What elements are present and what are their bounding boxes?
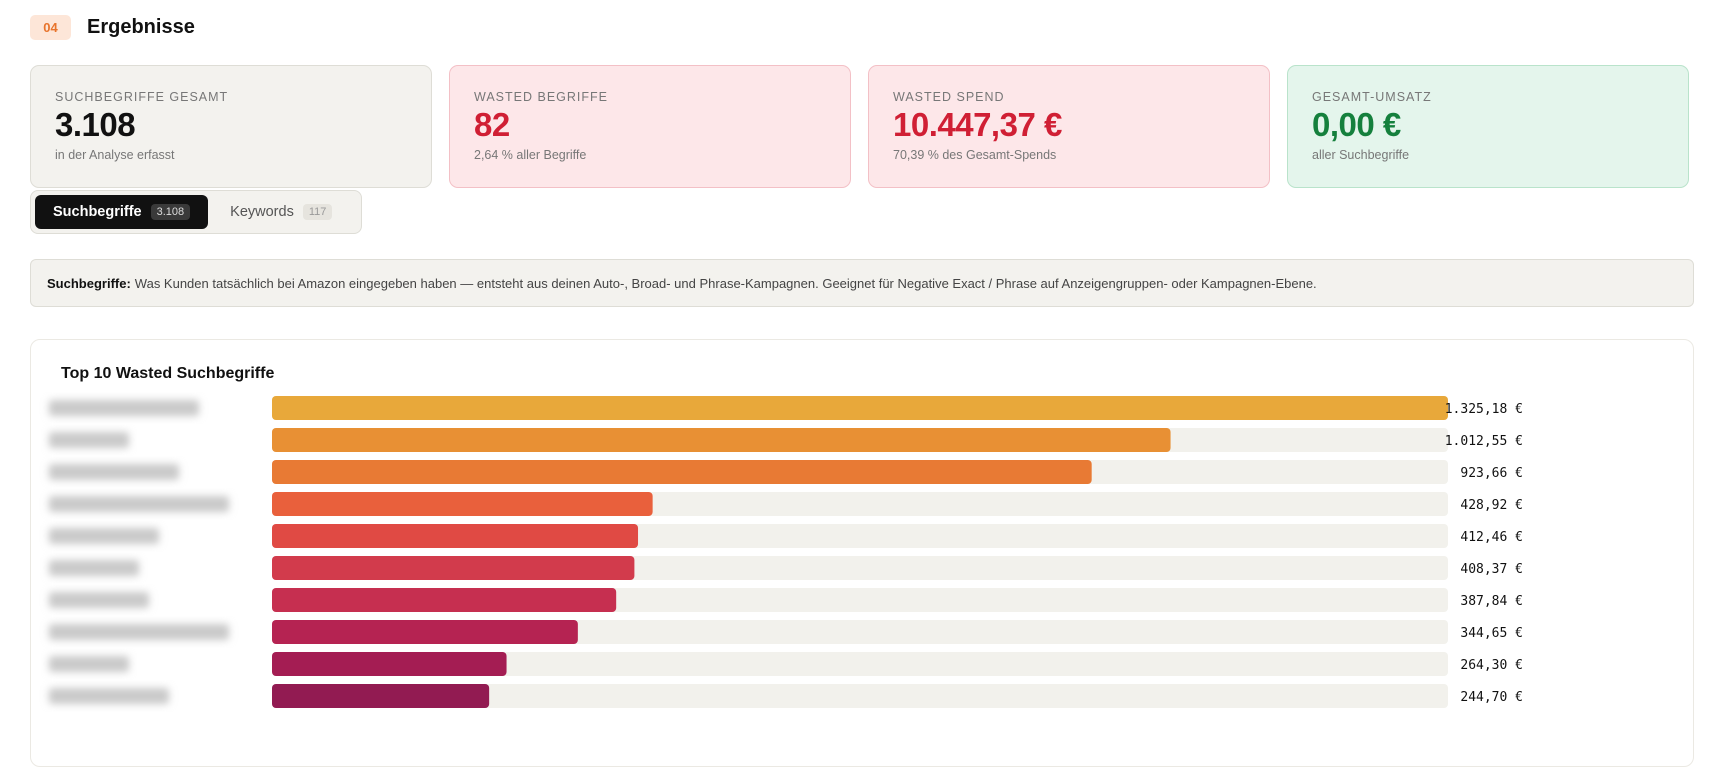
- tab-count-badge: 3.108: [150, 204, 191, 220]
- bar[interactable]: [272, 492, 653, 516]
- bar[interactable]: [272, 524, 639, 548]
- bar-category-label-blurred: [49, 496, 229, 512]
- info-text: Was Kunden tatsächlich bei Amazon eingeg…: [134, 275, 1317, 291]
- bar-category-label-blurred: [49, 464, 179, 480]
- chart-title: Top 10 Wasted Suchbegriffe: [61, 365, 275, 382]
- bar-value-label: 408,37 €: [1460, 562, 1523, 577]
- bar-category-label-blurred: [49, 432, 129, 448]
- stat-subtext: in der Analyse erfasst: [55, 148, 175, 162]
- tab-keywords[interactable]: Keywords 117: [212, 195, 350, 229]
- section-header: 04 Ergebnisse: [30, 15, 195, 40]
- stat-label: Gesamt-Umsatz: [1312, 90, 1432, 104]
- stat-label: Suchbegriffe gesamt: [55, 90, 229, 104]
- bar-chart: 1.325,18 € 1.012,55 € 923,66 € 428,92 € 412,…: [49, 396, 1523, 708]
- stat-value: 10.447,37 €: [893, 106, 1062, 143]
- stat-subtext: aller Suchbegriffe: [1312, 148, 1410, 162]
- bar[interactable]: [272, 428, 1171, 452]
- tab-suchbegriffe[interactable]: Suchbegriffe 3.108: [35, 195, 209, 229]
- bar-value-label: 244,70 €: [1460, 690, 1523, 705]
- chart-card: Top 10 Wasted Suchbegriffe 1.325,18 € 1.0…: [30, 339, 1694, 767]
- section-title: Ergebnisse: [87, 16, 195, 38]
- bar-track: [272, 684, 1448, 708]
- bar[interactable]: [272, 684, 490, 708]
- tab-label: Suchbegriffe: [53, 204, 142, 220]
- info-term: Suchbegriffe:: [47, 275, 131, 291]
- stat-cards: Suchbegriffe gesamt 3.108 in der Analyse…: [30, 65, 1689, 188]
- stat-label: Wasted Begriffe: [474, 90, 608, 104]
- stat-value: 0,00 €: [1312, 106, 1401, 143]
- stat-subtext: 70,39 % des Gesamt-Spends: [893, 148, 1057, 162]
- bar-category-label-blurred: [49, 560, 139, 576]
- bar-value-label: 344,65 €: [1460, 626, 1523, 641]
- info-box: Suchbegriffe: Was Kunden tatsächlich bei…: [30, 259, 1694, 307]
- bar-value-label: 264,30 €: [1460, 658, 1523, 673]
- bar[interactable]: [272, 588, 617, 612]
- stat-card-wasted-spend: Wasted Spend 10.447,37 € 70,39 % des Ges…: [868, 65, 1270, 188]
- bar-value-label: 923,66 €: [1460, 466, 1523, 481]
- view-tabs: Suchbegriffe 3.108 Keywords 117: [30, 190, 362, 234]
- stat-subtext: 2,64 % aller Begriffe: [474, 148, 587, 162]
- bar[interactable]: [272, 556, 635, 580]
- bar-track: [272, 652, 1448, 676]
- stat-value: 82: [474, 106, 510, 143]
- bar[interactable]: [272, 620, 578, 644]
- bar[interactable]: [272, 460, 1092, 484]
- bar-category-label-blurred: [49, 624, 229, 640]
- tab-count-badge: 117: [302, 204, 333, 220]
- stat-label: Wasted Spend: [893, 90, 1005, 104]
- bar-category-label-blurred: [49, 656, 129, 672]
- bar-value-label: 428,92 €: [1460, 498, 1523, 513]
- bar-value-label: 1.325,18 €: [1445, 402, 1523, 417]
- bar-value-label: 387,84 €: [1460, 594, 1523, 609]
- stat-value: 3.108: [55, 106, 136, 143]
- bar[interactable]: [272, 652, 507, 676]
- stat-card-wasted-terms: Wasted Begriffe 82 2,64 % aller Begriffe: [449, 65, 851, 188]
- bar-category-label-blurred: [49, 528, 159, 544]
- bar-category-label-blurred: [49, 592, 149, 608]
- tab-label: Keywords: [230, 204, 294, 220]
- bar-value-label: 412,46 €: [1460, 530, 1523, 545]
- bar-category-label-blurred: [49, 688, 169, 704]
- bar-category-label-blurred: [49, 400, 199, 416]
- step-badge: 04: [30, 15, 71, 40]
- bar[interactable]: [272, 396, 1448, 420]
- stat-card-total-revenue: Gesamt-Umsatz 0,00 € aller Suchbegriffe: [1287, 65, 1689, 188]
- bar-value-label: 1.012,55 €: [1445, 434, 1523, 449]
- stat-card-total-terms: Suchbegriffe gesamt 3.108 in der Analyse…: [30, 65, 432, 188]
